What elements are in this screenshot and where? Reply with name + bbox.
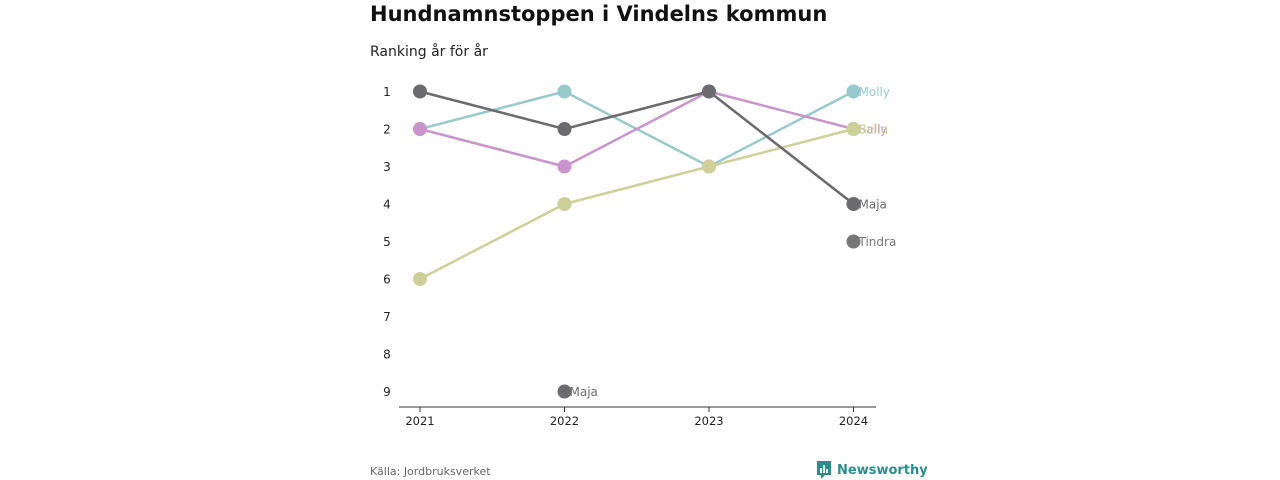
data-point-maja [702,84,716,99]
chart-title: Hundnamnstoppen i Vindelns kommun [370,2,828,26]
series-end-label: Bella [859,123,889,137]
y-tick-label: 4 [383,198,391,212]
data-point-maja [557,122,572,136]
y-tick-label: 1 [383,85,391,99]
data-point-tindra [846,234,861,249]
data-point-bella [557,197,572,211]
y-tick-label: 6 [383,273,391,287]
y-tick-label: 2 [383,123,391,137]
y-tick-label: 9 [383,385,391,399]
data-point-maja [413,84,427,99]
brand-logo: Newsworthy [816,460,928,480]
data-point-bella [413,272,427,286]
chart-subtitle: Ranking år för år [370,44,488,60]
x-tick-label: 2023 [694,414,723,428]
x-tick-label: 2024 [839,414,868,428]
y-tick-label: 5 [383,235,391,249]
series-end-label: Sally [859,123,888,137]
data-point-maja [846,197,861,211]
series-line-maja [419,90,855,205]
series-end-label: Tindra [858,235,897,249]
annotation-point [557,384,572,399]
data-point-sally [413,122,427,136]
data-point-bella [702,159,716,174]
series-line-bella [419,127,854,281]
data-point-molly [557,84,572,99]
annotation-label: Maja [570,385,598,399]
series-line-sally [419,90,854,168]
data-point-bella [846,122,861,136]
newsworthy-logo-icon [817,461,831,479]
x-tick-label: 2021 [405,414,434,428]
series-end-label: Molly [859,85,890,99]
y-tick-label: 7 [383,310,391,324]
source-note: Källa: Jordbruksverket [370,465,491,478]
data-point-molly [846,84,861,99]
y-tick-label: 8 [383,348,391,362]
series-end-label: Maja [859,198,887,212]
y-tick-label: 3 [383,160,391,174]
brand-name: Newsworthy [837,462,928,478]
x-tick-label: 2022 [550,414,579,428]
data-point-sally [557,159,572,174]
